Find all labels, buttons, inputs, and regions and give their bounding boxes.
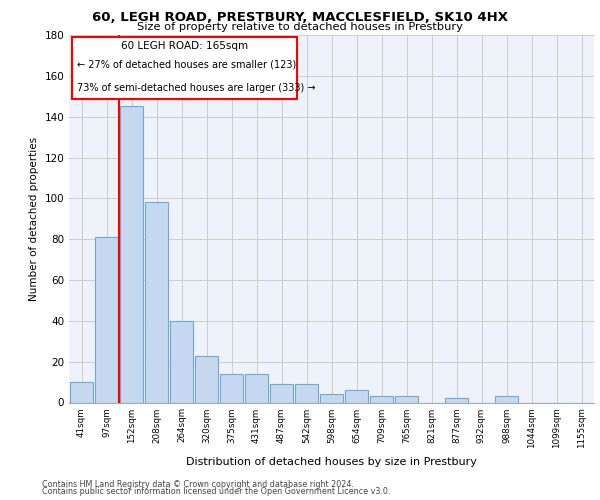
Bar	[320, 394, 343, 402]
Bar	[95, 237, 118, 402]
Text: 60, LEGH ROAD, PRESTBURY, MACCLESFIELD, SK10 4HX: 60, LEGH ROAD, PRESTBURY, MACCLESFIELD, …	[92, 11, 508, 24]
Y-axis label: Number of detached properties: Number of detached properties	[29, 136, 39, 301]
Bar	[70, 382, 94, 402]
Text: 60 LEGH ROAD: 165sqm: 60 LEGH ROAD: 165sqm	[121, 40, 248, 50]
Bar	[194, 356, 218, 403]
Bar	[344, 390, 368, 402]
Bar	[145, 202, 169, 402]
X-axis label: Distribution of detached houses by size in Prestbury: Distribution of detached houses by size …	[186, 456, 477, 466]
Text: Contains HM Land Registry data © Crown copyright and database right 2024.: Contains HM Land Registry data © Crown c…	[42, 480, 354, 489]
Bar	[395, 396, 418, 402]
Bar	[220, 374, 244, 402]
Text: Contains public sector information licensed under the Open Government Licence v3: Contains public sector information licen…	[42, 488, 391, 496]
Bar	[245, 374, 268, 402]
Bar	[445, 398, 469, 402]
Text: ← 27% of detached houses are smaller (123): ← 27% of detached houses are smaller (12…	[77, 60, 296, 70]
Bar	[295, 384, 319, 402]
Bar	[494, 396, 518, 402]
Bar	[370, 396, 394, 402]
Bar	[269, 384, 293, 402]
Bar	[170, 321, 193, 402]
FancyBboxPatch shape	[71, 37, 298, 100]
Text: Size of property relative to detached houses in Prestbury: Size of property relative to detached ho…	[137, 22, 463, 32]
Bar	[119, 106, 143, 403]
Text: 73% of semi-detached houses are larger (333) →: 73% of semi-detached houses are larger (…	[77, 83, 316, 93]
